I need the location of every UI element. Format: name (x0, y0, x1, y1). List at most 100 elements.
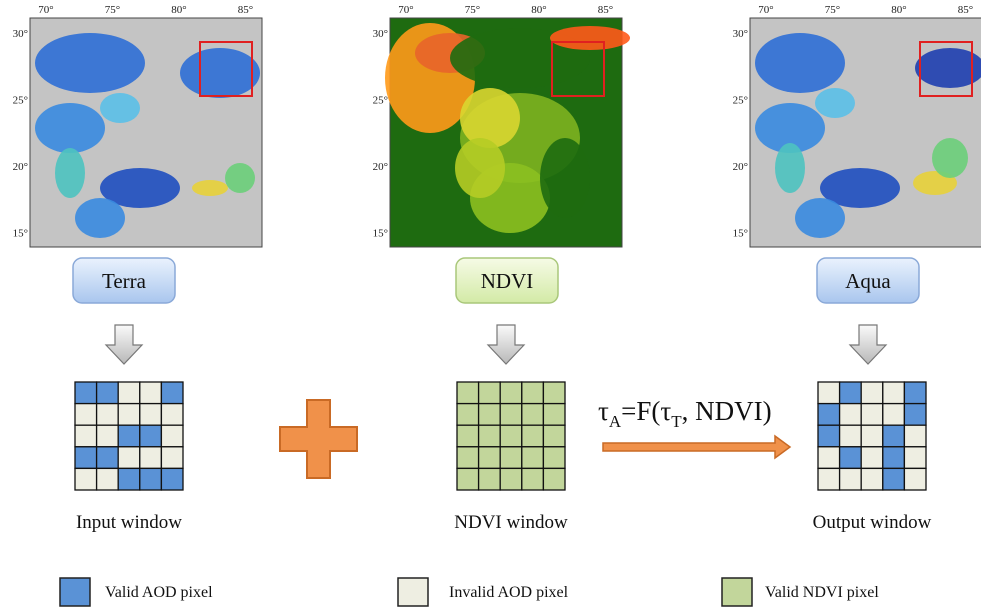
grid-cell (543, 404, 565, 426)
formula-sub: T (671, 412, 682, 431)
grid-cell (161, 382, 183, 404)
y-tick-label: 30° (733, 28, 748, 40)
grid-cell (522, 468, 544, 490)
grid-cell (904, 404, 926, 426)
grid-cell (140, 447, 162, 469)
grid-cell (500, 382, 522, 404)
formula-part: τ (598, 396, 609, 426)
grid-cell (904, 425, 926, 447)
grid-cell (522, 447, 544, 469)
grid-cell (840, 425, 862, 447)
grid-cell (140, 404, 162, 426)
formula-part: , NDVI) (682, 396, 772, 426)
map-region (932, 138, 968, 178)
formula-sub: A (609, 412, 622, 431)
arrow (603, 436, 790, 458)
grid-cell (861, 425, 883, 447)
grid-cell (861, 404, 883, 426)
grid-cell (522, 382, 544, 404)
x-tick-label: 70° (758, 4, 773, 16)
grid-cell (118, 404, 140, 426)
grid-cell (97, 382, 119, 404)
source-label: NDVI (481, 269, 534, 293)
window-label: NDVI window (454, 512, 568, 533)
grid-cell (543, 425, 565, 447)
x-tick-label: 70° (38, 4, 53, 16)
grid-cell (543, 447, 565, 469)
legend-swatch (398, 578, 428, 606)
y-tick-label: 15° (13, 228, 28, 240)
map-region (75, 198, 125, 238)
x-tick-label: 70° (398, 4, 413, 16)
grid-cell (883, 382, 905, 404)
grid-cell (479, 468, 501, 490)
grid-cell (75, 468, 97, 490)
grid-cell (818, 468, 840, 490)
grid-cell (500, 468, 522, 490)
legend-swatch (60, 578, 90, 606)
grid-cell (840, 404, 862, 426)
formula-part: =F(τ (621, 396, 671, 426)
grid-cell (818, 404, 840, 426)
map-region (100, 93, 140, 123)
grid-cell (904, 447, 926, 469)
map-region (795, 198, 845, 238)
formula: τA=F(τT, NDVI) (598, 396, 772, 431)
grid-cell (140, 382, 162, 404)
down-arrow (488, 325, 524, 364)
map-region (775, 143, 805, 193)
map-region (540, 138, 590, 218)
down-arrow (850, 325, 886, 364)
grid-cell (818, 425, 840, 447)
source-label: Aqua (845, 269, 891, 293)
x-tick-label: 75° (825, 4, 840, 16)
grid-cell (500, 425, 522, 447)
grid-cell (118, 447, 140, 469)
grid-cell (457, 447, 479, 469)
grid-cell (883, 447, 905, 469)
y-tick-label: 25° (373, 95, 388, 107)
x-tick-label: 85° (238, 4, 253, 16)
grid-cell (522, 425, 544, 447)
grid-cell (161, 404, 183, 426)
legend-label: Valid AOD pixel (105, 584, 213, 601)
grid-cell (75, 404, 97, 426)
diagram: τA=F(τT, NDVI) Valid AOD pixel Invalid A… (0, 0, 981, 609)
x-tick-label: 75° (465, 4, 480, 16)
y-tick-label: 20° (13, 161, 28, 173)
grid-cell (500, 404, 522, 426)
grid-cell (840, 468, 862, 490)
legend-label: Invalid AOD pixel (449, 584, 569, 601)
grid-cell (140, 425, 162, 447)
grid-cell (457, 468, 479, 490)
grid-cell (904, 468, 926, 490)
grid-cell (75, 447, 97, 469)
y-tick-label: 15° (373, 228, 388, 240)
grid-cell (883, 425, 905, 447)
grid-cell (161, 468, 183, 490)
window-label: Input window (76, 512, 182, 533)
y-tick-label: 15° (733, 228, 748, 240)
map-region (460, 88, 520, 148)
x-tick-label: 80° (171, 4, 186, 16)
grid-cell (522, 404, 544, 426)
legend-swatch (722, 578, 752, 606)
x-tick-label: 75° (105, 4, 120, 16)
y-tick-label: 20° (373, 161, 388, 173)
map-panel (30, 18, 262, 247)
grid-cell (118, 382, 140, 404)
grid-cell (904, 382, 926, 404)
grid-cell (97, 468, 119, 490)
map-region (815, 88, 855, 118)
grid-cell (161, 425, 183, 447)
map-region (35, 103, 105, 153)
grid-cell (457, 382, 479, 404)
y-tick-label: 30° (13, 28, 28, 40)
legend-label: Valid NDVI pixel (765, 584, 879, 601)
grid-cell (118, 468, 140, 490)
grid-cell (75, 425, 97, 447)
grid-cell (97, 404, 119, 426)
grid-cell (883, 468, 905, 490)
grid-cell (861, 382, 883, 404)
x-tick-label: 85° (598, 4, 613, 16)
